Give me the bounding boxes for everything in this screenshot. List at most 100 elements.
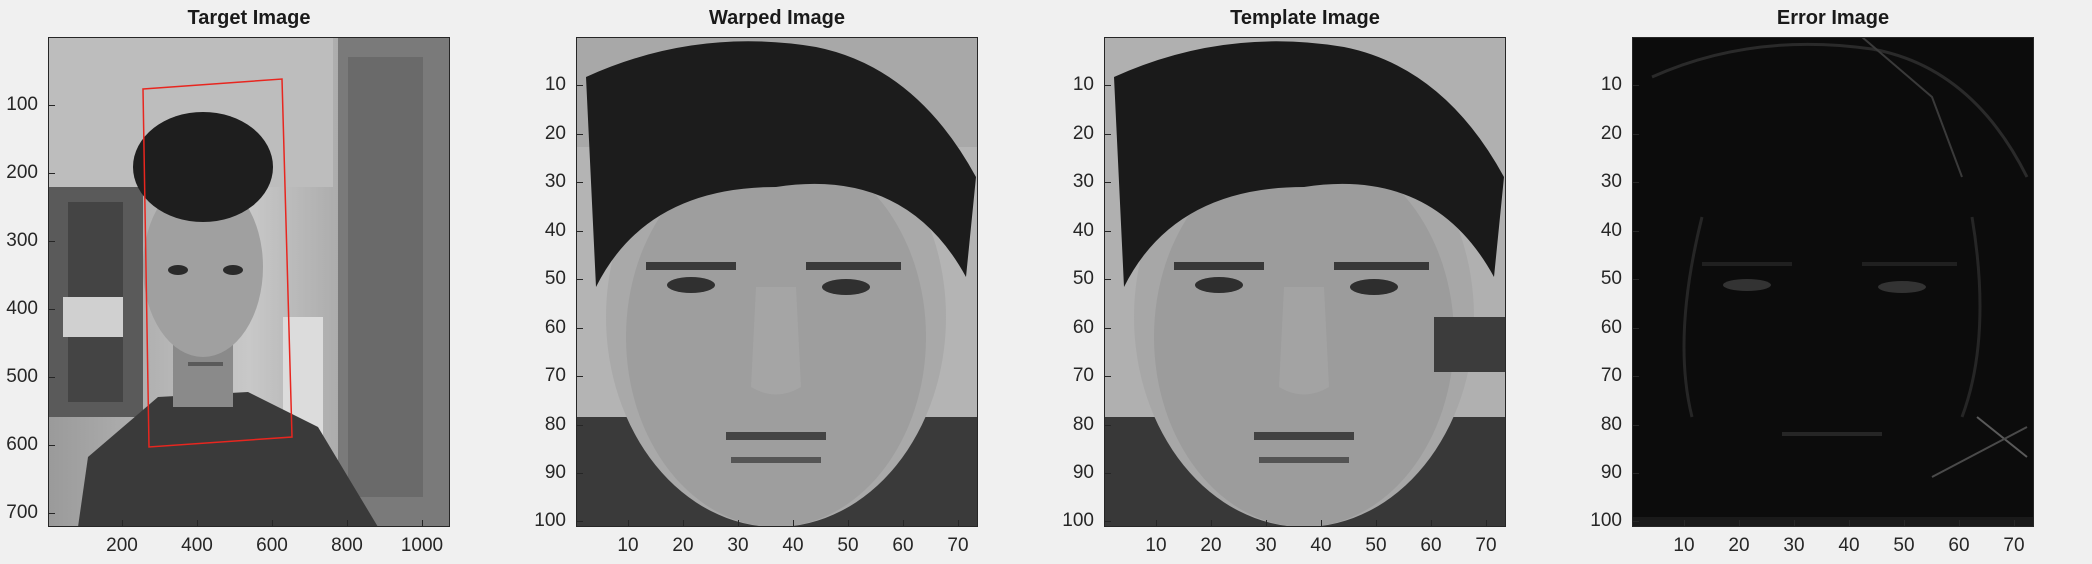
x-tick-label: 60 [1420, 535, 1442, 556]
tracking-box [142, 78, 293, 448]
y-tick-label: 400 [6, 298, 38, 319]
y-tick-label: 90 [1600, 462, 1622, 483]
y-tick-mark [576, 134, 583, 135]
x-tick-label: 60 [892, 535, 914, 556]
target-image-title: Target Image [187, 7, 311, 29]
y-tick-mark [1104, 279, 1111, 280]
y-tick-mark [1632, 376, 1639, 377]
y-tick-label: 90 [1072, 462, 1094, 483]
y-tick-mark [1104, 85, 1111, 86]
y-tick-mark [576, 231, 583, 232]
y-tick-label: 80 [544, 414, 566, 435]
y-tick-label: 20 [544, 123, 566, 144]
y-tick-mark [576, 521, 583, 522]
y-tick-mark [1104, 521, 1111, 522]
y-tick-mark [1632, 473, 1639, 474]
y-tick-label: 300 [6, 230, 38, 251]
target-axes-frame [48, 37, 450, 527]
y-tick-mark [1632, 279, 1639, 280]
error-image-title: Error Image [1776, 7, 1890, 29]
y-tick-label: 100 [1590, 510, 1622, 531]
x-tick-label: 40 [1310, 535, 1332, 556]
x-tick-label: 600 [256, 535, 288, 556]
template-image [1104, 37, 1506, 527]
y-tick-label: 100 [1062, 510, 1094, 531]
y-tick-label: 90 [544, 462, 566, 483]
x-tick-label: 800 [331, 535, 363, 556]
x-tick-label: 200 [106, 535, 138, 556]
y-tick-mark [1632, 328, 1639, 329]
x-tick-label: 40 [1838, 535, 1860, 556]
y-tick-mark [1104, 231, 1111, 232]
warped-image-title: Warped Image [709, 7, 845, 29]
y-tick-mark [1104, 376, 1111, 377]
y-tick-mark [1104, 134, 1111, 135]
y-tick-mark [576, 328, 583, 329]
y-tick-label: 10 [1600, 74, 1622, 95]
x-tick-label: 20 [1728, 535, 1750, 556]
y-tick-label: 600 [6, 434, 38, 455]
y-tick-label: 70 [1072, 365, 1094, 386]
y-tick-mark [1632, 231, 1639, 232]
error-image-panel: Error Image 10 20 30 40 50 60 70 80 90 1… [1590, 7, 2034, 556]
x-tick-label: 40 [782, 535, 804, 556]
y-tick-label: 60 [1600, 317, 1622, 338]
y-tick-mark [1632, 134, 1639, 135]
y-tick-mark [1104, 182, 1111, 183]
x-tick-label: 50 [1893, 535, 1915, 556]
y-tick-mark [576, 376, 583, 377]
y-tick-label: 50 [1600, 268, 1622, 289]
x-tick-label: 60 [1948, 535, 1970, 556]
y-tick-label: 100 [6, 94, 38, 115]
x-tick-label: 20 [672, 535, 694, 556]
template-axes-frame [1104, 37, 1506, 527]
y-tick-label: 500 [6, 366, 38, 387]
y-tick-label: 70 [544, 365, 566, 386]
y-tick-label: 10 [544, 74, 566, 95]
x-tick-label: 400 [181, 535, 213, 556]
y-tick-mark [576, 473, 583, 474]
x-tick-label: 70 [1475, 535, 1497, 556]
x-tick-label: 70 [947, 535, 969, 556]
y-tick-label: 10 [1072, 74, 1094, 95]
y-tick-label: 80 [1600, 414, 1622, 435]
y-tick-label: 40 [544, 220, 566, 241]
y-tick-label: 40 [1072, 220, 1094, 241]
y-tick-mark [576, 279, 583, 280]
y-tick-label: 30 [1072, 171, 1094, 192]
x-tick-label: 20 [1200, 535, 1222, 556]
template-image-panel: Template Image 10 20 30 40 50 60 70 80 9… [1062, 7, 1506, 556]
y-tick-label: 50 [1072, 268, 1094, 289]
template-image-title: Template Image [1230, 7, 1380, 29]
y-tick-mark [1104, 425, 1111, 426]
y-tick-label: 80 [1072, 414, 1094, 435]
y-tick-mark [576, 85, 583, 86]
y-tick-mark [576, 425, 583, 426]
target-image-panel: Target Image [6, 7, 450, 556]
y-tick-label: 100 [534, 510, 566, 531]
y-tick-mark [1632, 425, 1639, 426]
y-tick-mark [1632, 182, 1639, 183]
y-tick-mark [1632, 85, 1639, 86]
warped-image [576, 37, 978, 527]
y-tick-label: 60 [544, 317, 566, 338]
y-tick-mark [1632, 521, 1639, 522]
y-tick-mark [1104, 473, 1111, 474]
warped-axes-frame [576, 37, 978, 527]
x-tick-label: 70 [2003, 535, 2025, 556]
error-image [1632, 37, 2034, 527]
warped-image-panel: Warped Image 10 20 30 40 50 60 70 80 90 … [534, 7, 978, 556]
y-tick-label: 700 [6, 502, 38, 523]
x-tick-label: 50 [837, 535, 859, 556]
x-tick-label: 30 [727, 535, 749, 556]
x-tick-label: 50 [1365, 535, 1387, 556]
y-tick-label: 60 [1072, 317, 1094, 338]
y-tick-mark [1104, 328, 1111, 329]
error-axes-frame [1632, 37, 2034, 527]
target-image [48, 37, 450, 527]
y-tick-label: 40 [1600, 220, 1622, 241]
y-tick-label: 30 [544, 171, 566, 192]
y-tick-mark [576, 182, 583, 183]
y-tick-label: 50 [544, 268, 566, 289]
x-tick-label: 10 [617, 535, 639, 556]
